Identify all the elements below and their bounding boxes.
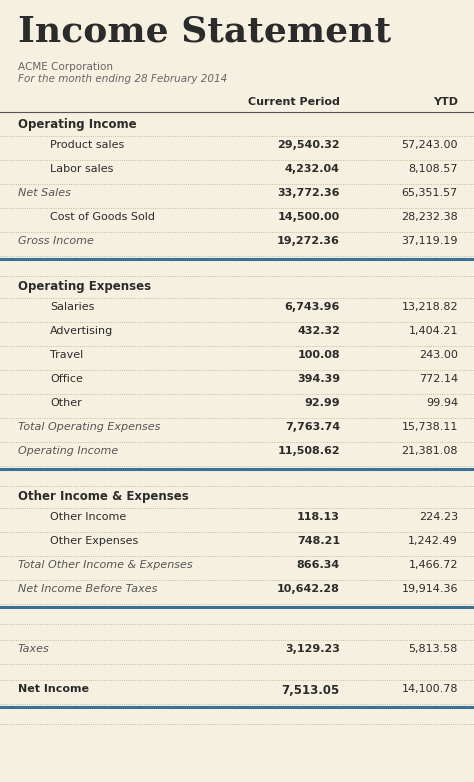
Text: 772.14: 772.14 [419,374,458,384]
Text: Operating Income: Operating Income [18,118,137,131]
Text: 10,642.28: 10,642.28 [277,584,340,594]
Text: Operating Expenses: Operating Expenses [18,280,151,293]
Text: 4,232.04: 4,232.04 [285,164,340,174]
Text: 28,232.38: 28,232.38 [401,212,458,222]
Text: Total Other Income & Expenses: Total Other Income & Expenses [18,560,192,570]
Text: 11,508.62: 11,508.62 [277,446,340,456]
Text: 1,466.72: 1,466.72 [409,560,458,570]
Text: 243.00: 243.00 [419,350,458,360]
Text: 5,813.58: 5,813.58 [409,644,458,654]
Text: 29,540.32: 29,540.32 [277,140,340,150]
Text: YTD: YTD [433,97,458,107]
Text: 13,218.82: 13,218.82 [401,302,458,312]
Text: Other Income & Expenses: Other Income & Expenses [18,490,189,503]
Text: Other Income: Other Income [50,512,126,522]
Text: Product sales: Product sales [50,140,124,150]
Text: 394.39: 394.39 [297,374,340,384]
Text: Advertising: Advertising [50,326,113,336]
Text: 8,108.57: 8,108.57 [409,164,458,174]
Text: Cost of Goods Sold: Cost of Goods Sold [50,212,155,222]
Text: Salaries: Salaries [50,302,94,312]
Text: 432.32: 432.32 [297,326,340,336]
Text: 748.21: 748.21 [297,536,340,546]
Text: Current Period: Current Period [248,97,340,107]
Text: Travel: Travel [50,350,83,360]
Text: Taxes: Taxes [18,644,50,654]
Text: 19,914.36: 19,914.36 [401,584,458,594]
Text: ACME Corporation: ACME Corporation [18,62,113,72]
Text: 866.34: 866.34 [297,560,340,570]
Text: 19,272.36: 19,272.36 [277,236,340,246]
Text: 14,500.00: 14,500.00 [278,212,340,222]
Text: Gross Income: Gross Income [18,236,94,246]
Text: 7,513.05: 7,513.05 [282,684,340,697]
Text: 21,381.08: 21,381.08 [401,446,458,456]
Text: 65,351.57: 65,351.57 [402,188,458,198]
Text: Net Income: Net Income [18,684,89,694]
Text: 14,100.78: 14,100.78 [401,684,458,694]
Text: 6,743.96: 6,743.96 [284,302,340,312]
Text: 100.08: 100.08 [297,350,340,360]
Text: Other: Other [50,398,82,408]
Text: 7,763.74: 7,763.74 [285,422,340,432]
Text: 92.99: 92.99 [304,398,340,408]
Text: Other Expenses: Other Expenses [50,536,138,546]
Text: 37,119.19: 37,119.19 [401,236,458,246]
Text: 33,772.36: 33,772.36 [277,188,340,198]
Text: Total Operating Expenses: Total Operating Expenses [18,422,160,432]
Text: Net Income Before Taxes: Net Income Before Taxes [18,584,157,594]
Text: Operating Income: Operating Income [18,446,118,456]
Text: 99.94: 99.94 [426,398,458,408]
Text: 118.13: 118.13 [297,512,340,522]
Text: 15,738.11: 15,738.11 [401,422,458,432]
Text: For the month ending 28 February 2014: For the month ending 28 February 2014 [18,74,227,84]
Text: 224.23: 224.23 [419,512,458,522]
Text: 1,242.49: 1,242.49 [408,536,458,546]
Text: Net Sales: Net Sales [18,188,71,198]
Text: Income Statement: Income Statement [18,14,391,48]
Text: 57,243.00: 57,243.00 [401,140,458,150]
Text: 1,404.21: 1,404.21 [409,326,458,336]
Text: Office: Office [50,374,83,384]
Text: Labor sales: Labor sales [50,164,113,174]
Text: 3,129.23: 3,129.23 [285,644,340,654]
